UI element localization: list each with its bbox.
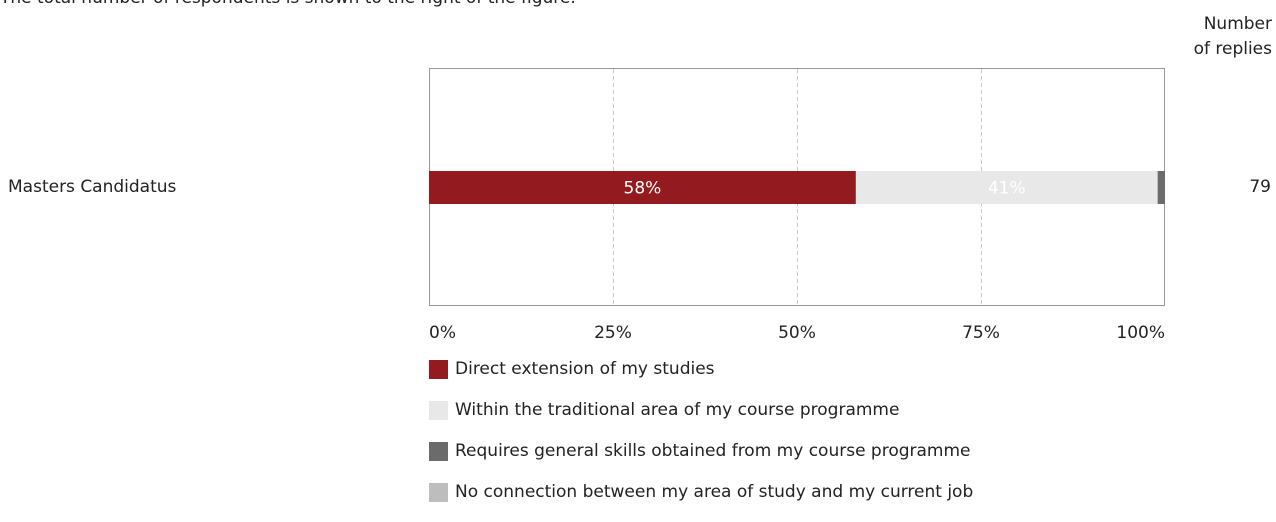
legend-label: No connection between my area of study a…: [455, 482, 974, 502]
legend-item-traditional-area: Within the traditional area of my course…: [429, 399, 973, 421]
legend-label: Direct extension of my studies: [455, 359, 715, 379]
legend-item-general-skills: Requires general skills obtained from my…: [429, 440, 973, 462]
bar-segment: [855, 171, 1158, 204]
x-tick-label: 25%: [594, 323, 632, 343]
figure-note: The total number of respondents is shown…: [0, 0, 576, 8]
legend-swatch: [429, 359, 448, 379]
legend-item-no-connection: No connection between my area of study a…: [429, 481, 973, 503]
bar-value-label: 41%: [988, 179, 1026, 199]
bar-segment: [429, 171, 856, 204]
count-header-line-1: Number: [1203, 14, 1272, 34]
legend-item-direct-extension: Direct extension of my studies: [429, 358, 973, 380]
x-tick-label: 0%: [429, 323, 456, 343]
x-tick-label: 75%: [962, 323, 1000, 343]
legend-swatch: [429, 400, 448, 420]
legend-swatch: [429, 482, 448, 502]
category-label: Masters Candidatus: [8, 177, 177, 197]
stacked-bar-chart: 58% 41% 0% 25% 50% 75% 100%: [429, 68, 1165, 343]
bar-segment: [1157, 171, 1165, 204]
x-tick-label: 100%: [1116, 323, 1165, 343]
legend-label: Requires general skills obtained from my…: [455, 441, 971, 461]
reply-count: 79: [1249, 177, 1271, 197]
legend-swatch: [429, 441, 448, 461]
count-column-header: Number of replies: [1194, 12, 1272, 62]
legend: Direct extension of my studies Within th…: [429, 358, 973, 522]
count-header-line-2: of replies: [1193, 39, 1272, 59]
legend-label: Within the traditional area of my course…: [455, 400, 900, 420]
bar-value-label: 58%: [624, 179, 662, 199]
x-tick-label: 50%: [778, 323, 816, 343]
